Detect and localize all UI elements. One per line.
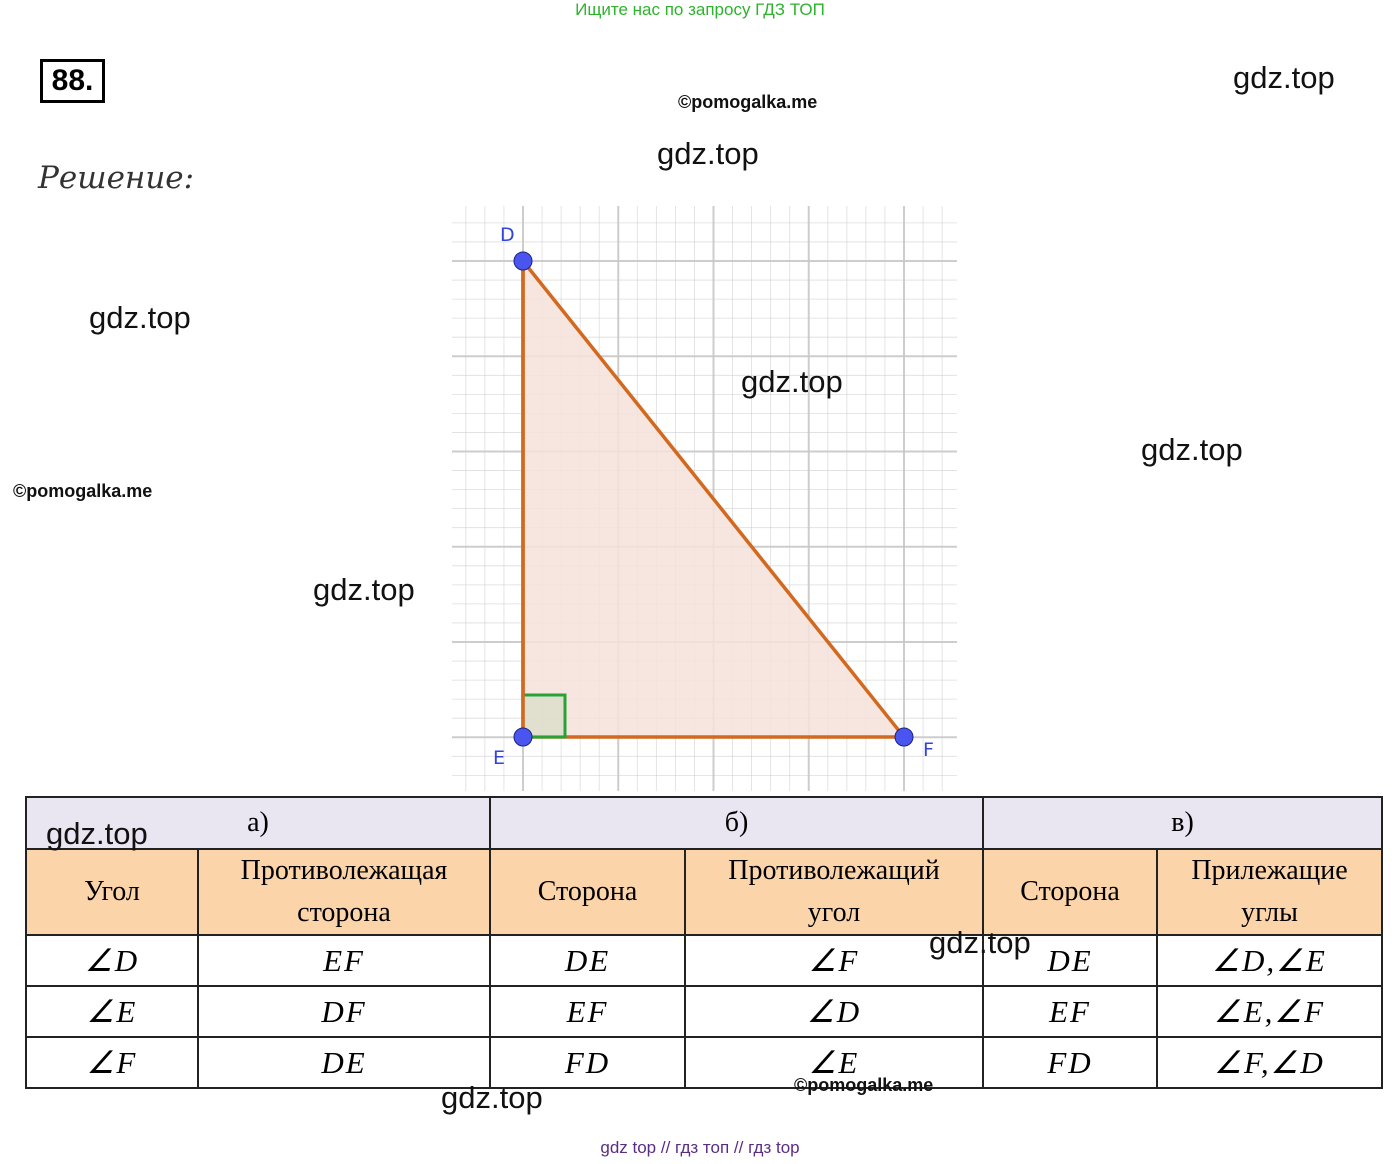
- watermark-pomogalka: ©pomogalka.me: [794, 1075, 934, 1095]
- table-cell: DF: [197, 985, 491, 1038]
- footer-link[interactable]: gdz top: [600, 1138, 657, 1157]
- table-cell: FD: [489, 1036, 686, 1089]
- header-side: Сторона: [489, 848, 686, 936]
- table-cell: ∠E,∠F: [1156, 985, 1383, 1038]
- header-side: Сторона: [982, 848, 1158, 936]
- watermark-gdz: gdz.top: [89, 300, 191, 335]
- table-cell: DE: [982, 934, 1158, 987]
- table-cell: ∠D,∠E: [1156, 934, 1383, 987]
- watermark-gdz: gdz.top: [657, 136, 759, 171]
- table-cell: FD: [982, 1036, 1158, 1089]
- answer-table: а) б) в) Угол Противолежащая сторона Стор…: [25, 796, 1383, 1089]
- watermark-gdz: gdz.top: [46, 816, 148, 851]
- label-e: E: [493, 747, 505, 769]
- right-angle-mark: [521, 693, 567, 739]
- label-d: D: [500, 224, 515, 246]
- table-cell: ∠E: [25, 985, 199, 1038]
- table-cell: EF: [197, 934, 491, 987]
- table-cell: ∠F: [684, 934, 984, 987]
- footer-link[interactable]: гдз топ: [675, 1138, 730, 1157]
- table-cell: ∠F: [25, 1036, 199, 1089]
- header-row: Угол Противолежащая сторона Сторона Проти…: [25, 848, 1383, 936]
- table-cell: DE: [197, 1036, 491, 1089]
- section-a: а): [25, 796, 491, 850]
- header-angle: Угол: [25, 848, 199, 936]
- watermark-pomogalka: ©pomogalka.me: [678, 92, 818, 112]
- table-row: ∠E DF EF ∠D EF ∠E,∠F: [25, 985, 1383, 1038]
- point-d: [513, 251, 533, 271]
- table-cell: ∠E: [684, 1036, 984, 1089]
- point-e: [513, 727, 533, 747]
- table-cell: DE: [489, 934, 686, 987]
- table-cell: EF: [982, 985, 1158, 1038]
- header-opposite-side: Противолежащая сторона: [197, 848, 491, 936]
- top-banner: Ищите нас по запросу ГДЗ ТОП: [575, 0, 825, 19]
- table-cell: EF: [489, 985, 686, 1038]
- point-f: [894, 727, 914, 747]
- footer-separator: //: [733, 1138, 744, 1157]
- watermark-gdz: gdz.top: [1141, 432, 1243, 467]
- table-row: ∠D EF DE ∠F DE ∠D,∠E: [25, 934, 1383, 987]
- section-row: а) б) в): [25, 796, 1383, 850]
- header-opposite-angle: Противолежащий угол: [684, 848, 984, 936]
- triangle-figure: D E F: [452, 206, 957, 791]
- section-b: б): [489, 796, 984, 850]
- watermark-gdz: gdz.top: [929, 925, 1031, 960]
- section-v: в): [982, 796, 1383, 850]
- footer-link[interactable]: гдз top: [748, 1138, 800, 1157]
- watermark-gdz: gdz.top: [441, 1080, 543, 1115]
- watermark-gdz: gdz.top: [313, 572, 415, 607]
- table-cell: ∠D: [25, 934, 199, 987]
- watermark-pomogalka: ©pomogalka.me: [13, 481, 153, 501]
- watermark-gdz: gdz.top: [1233, 60, 1335, 95]
- label-f: F: [923, 739, 934, 761]
- solution-label: Решение:: [38, 160, 195, 196]
- header-adjacent-angles: Прилежащие углы: [1156, 848, 1383, 936]
- table-cell: ∠F,∠D: [1156, 1036, 1383, 1089]
- problem-number: 88.: [40, 59, 105, 103]
- watermark-gdz: gdz.top: [741, 364, 843, 399]
- table-row: ∠F DE FD ∠E FD ∠F,∠D: [25, 1036, 1383, 1089]
- footer-links: gdz top // гдз топ // гдз top: [0, 1138, 1400, 1158]
- footer-separator: //: [660, 1138, 671, 1157]
- table-cell: ∠D: [684, 985, 984, 1038]
